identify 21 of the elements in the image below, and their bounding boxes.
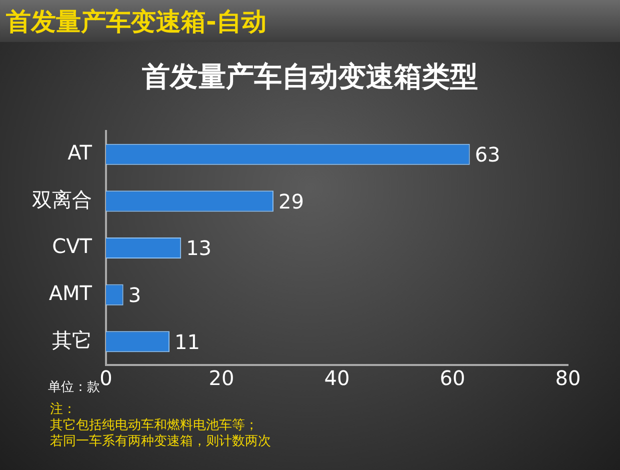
x-tick-label: 60 xyxy=(440,366,466,390)
chart-subtitle: 首发量产车自动变速箱类型 xyxy=(141,59,479,95)
y-tick-label: 双离合 xyxy=(32,187,92,212)
chart-title: 首发量产车变速箱-自动 xyxy=(6,6,266,38)
text: 单位：款 xyxy=(48,379,100,396)
x-tick-label: 40 xyxy=(324,366,350,390)
text: 注： xyxy=(50,401,76,418)
y-tick-label: 其它 xyxy=(52,328,92,352)
x-tick-label: 0 xyxy=(100,366,112,390)
text: 若同一车系有两种变速箱，则计数两次 xyxy=(50,433,271,450)
data-label: 11 xyxy=(174,330,200,354)
y-tick-label: AT xyxy=(68,140,93,165)
text: 其它包括纯电动车和燃料电池车等； xyxy=(50,417,258,434)
x-tick-label: 80 xyxy=(555,366,581,390)
data-label: 29 xyxy=(278,189,304,214)
y-tick-label: CVT xyxy=(52,234,93,258)
x-tick-label: 20 xyxy=(208,366,234,390)
data-label: 3 xyxy=(128,283,142,308)
y-tick-label: AMT xyxy=(48,281,93,306)
data-label: 13 xyxy=(186,236,212,260)
data-label: 63 xyxy=(474,142,500,167)
